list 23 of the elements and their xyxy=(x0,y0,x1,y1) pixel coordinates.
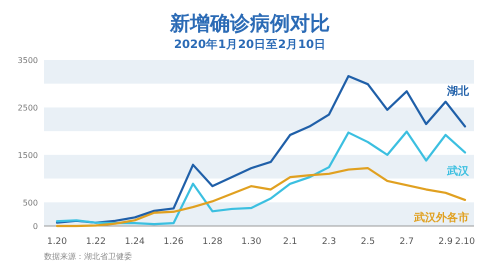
x-tick-label: 2.3 xyxy=(322,237,336,247)
x-tick-label: 1.22 xyxy=(86,237,106,247)
x-tick-label: 2.9 xyxy=(438,237,453,247)
x-tick-label: 1.20 xyxy=(46,237,68,247)
series-label: 武汉 xyxy=(446,164,470,178)
x-tick-label: 1.28 xyxy=(202,237,223,247)
y-tick-label: 1500 xyxy=(18,150,38,160)
y-tick-label: 500 xyxy=(22,198,38,208)
chart-title: 新增确诊病例对比 xyxy=(169,11,330,35)
x-tick-label: 2.7 xyxy=(400,237,414,247)
chart-subtitle: 2020年1月20日至2月10日 xyxy=(174,37,326,51)
x-tick-label: 1.24 xyxy=(124,237,146,247)
series-label: 武汉外各市 xyxy=(413,210,469,224)
x-tick-label: 1.26 xyxy=(164,237,184,247)
series-label: 湖北 xyxy=(446,84,470,98)
x-tick-label: 2.10 xyxy=(454,237,476,247)
y-tick-label: 0 xyxy=(32,222,38,231)
x-tick-label: 1.30 xyxy=(241,237,262,247)
source-note: 数据来源：湖北省卫健委 xyxy=(44,252,132,261)
x-tick-label: 2.5 xyxy=(360,237,376,247)
x-tick-label: 2.1 xyxy=(282,237,298,247)
y-tick-label: 3500 xyxy=(18,56,38,65)
y-tick-label: 2500 xyxy=(18,103,38,112)
